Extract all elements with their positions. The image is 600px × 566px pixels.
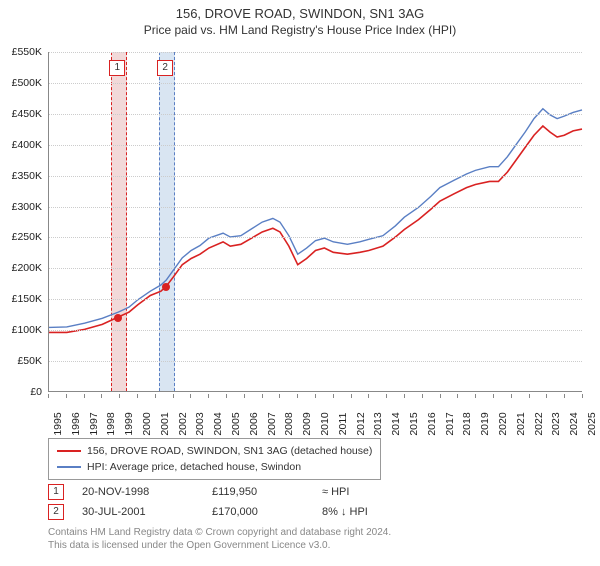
sales-delta: ≈ HPI [322,486,422,498]
x-tick-label: 1999 [123,412,135,435]
y-tick-label: £400K [12,139,42,151]
x-tick-label: 2023 [550,412,562,435]
x-tick-label: 2002 [177,412,189,435]
x-tick-label: 2021 [515,412,527,435]
y-tick-label: £500K [12,77,42,89]
chart-subtitle: Price paid vs. HM Land Registry's House … [0,23,600,37]
plot-area [48,52,582,392]
legend-item: 156, DROVE ROAD, SWINDON, SN1 3AG (detac… [57,443,372,459]
legend-label: 156, DROVE ROAD, SWINDON, SN1 3AG (detac… [87,445,372,457]
x-tick-label: 2019 [479,412,491,435]
y-axis-labels: £0£50K£100K£150K£200K£250K£300K£350K£400… [0,52,46,392]
sale-marker: 1 [109,60,125,76]
series-line-hpi [49,109,582,328]
x-tick-label: 2020 [497,412,509,435]
sales-row: 1 20-NOV-1998£119,950≈ HPI [48,482,422,502]
x-tick-label: 2025 [586,412,598,435]
footer-line-1: Contains HM Land Registry data © Crown c… [48,526,391,539]
sales-row: 2 30-JUL-2001£170,0008% ↓ HPI [48,502,422,522]
y-tick-label: £100K [12,324,42,336]
x-tick-label: 1998 [105,412,117,435]
legend-label: HPI: Average price, detached house, Swin… [87,461,301,473]
chart-title: 156, DROVE ROAD, SWINDON, SN1 3AG [0,6,600,21]
x-tick-label: 2001 [159,412,171,435]
x-tick-label: 2022 [533,412,545,435]
sales-table: 1 20-NOV-1998£119,950≈ HPI 2 30-JUL-2001£17… [48,482,422,522]
sales-price: £170,000 [212,506,322,518]
x-tick-label: 2016 [426,412,438,435]
x-tick-label: 2010 [319,412,331,435]
x-tick-label: 1997 [88,412,100,435]
x-tick-label: 2014 [390,412,402,435]
sales-date: 20-NOV-1998 [82,486,212,498]
sale-marker: 2 [157,60,173,76]
x-tick-label: 2015 [408,412,420,435]
x-tick-label: 2004 [212,412,224,435]
legend-swatch [57,450,81,452]
sales-delta: 8% ↓ HPI [322,506,422,518]
x-tick-label: 2003 [194,412,206,435]
footer-line-2: This data is licensed under the Open Gov… [48,539,391,552]
y-tick-label: £150K [12,293,42,305]
plot-svg [49,52,582,391]
y-tick-label: £550K [12,46,42,58]
y-tick-label: £200K [12,262,42,274]
legend-swatch [57,466,81,468]
y-tick-label: £350K [12,170,42,182]
y-tick-label: £450K [12,108,42,120]
sale-dot [162,283,170,291]
y-tick-label: £50K [17,355,42,367]
x-axis-labels: 1995 1996 1997 1998 1999 2000 2001 2002 2003 2004… [48,394,582,434]
x-tick-label: 2011 [337,413,349,436]
x-tick-label: 2013 [372,412,384,435]
y-tick-label: £250K [12,231,42,243]
x-tick-label: 1996 [70,412,82,435]
x-tick-label: 2009 [301,412,313,435]
series-line-price_paid [49,126,582,332]
x-tick-label: 2008 [283,412,295,435]
legend-item: HPI: Average price, detached house, Swin… [57,459,372,475]
y-tick-label: £300K [12,201,42,213]
x-tick-label: 2024 [568,412,580,435]
legend: 156, DROVE ROAD, SWINDON, SN1 3AG (detac… [48,438,381,480]
x-tick-label: 2005 [230,412,242,435]
x-tick-label: 2017 [444,412,456,435]
x-tick-label: 2007 [266,412,278,435]
x-tick-label: 2006 [248,412,260,435]
x-tick-label: 1995 [52,412,64,435]
sales-price: £119,950 [212,486,322,498]
footer-text: Contains HM Land Registry data © Crown c… [48,526,391,552]
x-tick-label: 2012 [355,412,367,435]
x-tick-label: 2000 [141,412,153,435]
chart-container: { "title": "156, DROVE ROAD, SWINDON, SN… [0,6,600,566]
sales-date: 30-JUL-2001 [82,506,212,518]
y-tick-label: £0 [30,386,42,398]
sales-idx: 2 [48,504,64,520]
x-tick-label: 2018 [461,412,473,435]
sales-idx: 1 [48,484,64,500]
sale-dot [114,314,122,322]
